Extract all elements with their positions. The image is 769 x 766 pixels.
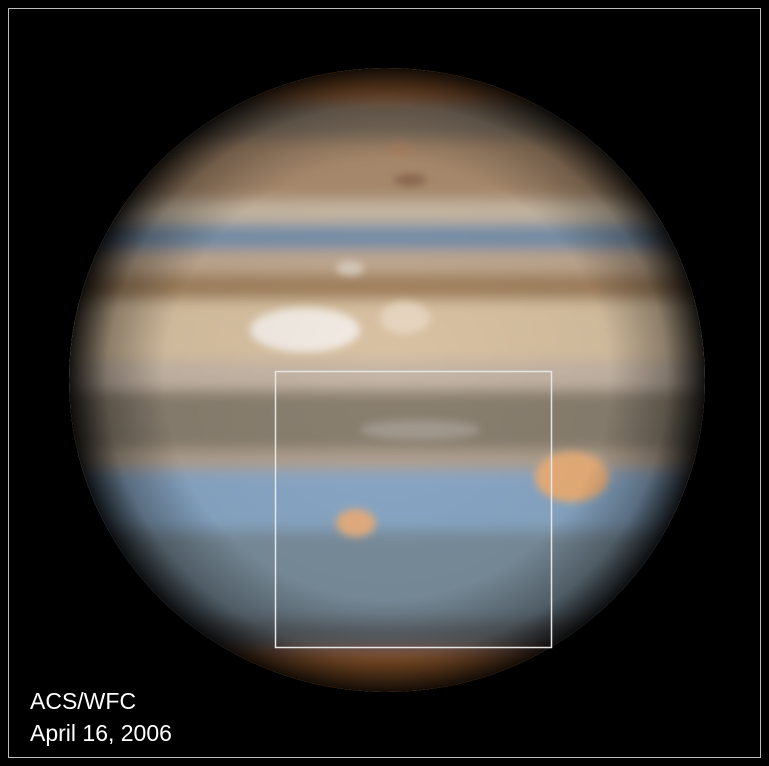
frame bbox=[8, 8, 761, 758]
instrument-label: ACS/WFC bbox=[30, 688, 136, 714]
limb-darkening bbox=[69, 68, 705, 692]
detail-box bbox=[274, 370, 553, 649]
date-label: April 16, 2006 bbox=[30, 720, 172, 746]
